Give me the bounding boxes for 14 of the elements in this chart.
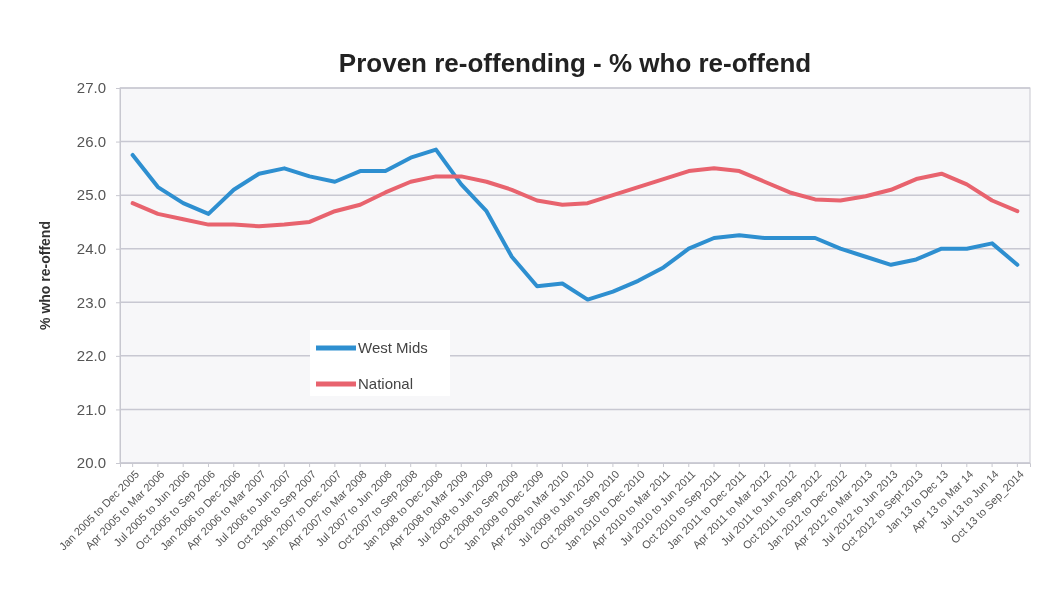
y-tick-label: 23.0 <box>76 293 106 311</box>
y-tick-label: 27.0 <box>76 79 106 97</box>
y-tick-label: 24.0 <box>76 240 106 258</box>
y-axis-title: % who re-offend <box>37 221 53 330</box>
legend-label: National <box>358 375 414 392</box>
legend-label: West Mids <box>358 339 428 356</box>
line-series <box>130 166 1020 229</box>
chart-title: Proven re-offending - % who re-offend <box>338 48 812 78</box>
y-tick-label: 26.0 <box>76 132 106 150</box>
line-series <box>130 147 1020 302</box>
y-tick-label: 20.0 <box>76 454 106 472</box>
y-tick-label: 25.0 <box>76 186 106 204</box>
y-tick-label: 21.0 <box>76 400 106 418</box>
y-tick-label: 22.0 <box>76 347 106 365</box>
